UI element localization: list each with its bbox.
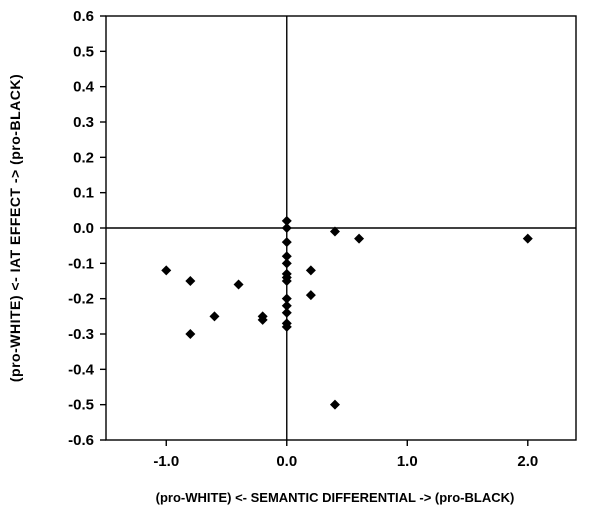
data-point xyxy=(329,226,340,237)
y-tick-label: -0.1 xyxy=(68,255,94,272)
data-point xyxy=(281,223,292,233)
y-tick-label: 0.5 xyxy=(73,43,94,60)
y-tick-label: 0.6 xyxy=(73,8,94,25)
data-point xyxy=(209,311,220,322)
data-point xyxy=(281,258,292,269)
y-tick-label: -0.4 xyxy=(68,361,95,378)
data-point xyxy=(233,279,244,290)
x-axis-title: (pro-WHITE) <- SEMANTIC DIFFERENTIAL -> … xyxy=(156,490,515,505)
data-point xyxy=(257,314,268,325)
data-point xyxy=(185,276,196,286)
data-point xyxy=(281,251,292,262)
y-tick-label: -0.3 xyxy=(68,326,94,343)
y-tick-label: 0.3 xyxy=(73,114,94,131)
data-point xyxy=(185,329,196,339)
data-points xyxy=(161,215,533,410)
y-tick-label: -0.6 xyxy=(68,432,94,449)
y-tick-label: 0.2 xyxy=(73,149,94,166)
x-tick-label: 1.0 xyxy=(397,453,418,470)
data-point xyxy=(281,293,292,304)
data-point xyxy=(281,307,292,318)
plot-frame xyxy=(105,15,577,441)
data-point xyxy=(281,321,292,332)
data-point xyxy=(305,290,316,301)
x-tick-label: 0.0 xyxy=(276,453,297,470)
data-point xyxy=(329,399,340,410)
y-tick-label: 0.0 xyxy=(73,220,94,237)
data-point xyxy=(305,265,316,276)
data-point xyxy=(161,265,172,276)
y-axis-ticks: 0.6 0.5 0.4 0.3 0.2 0.1 0.0 -0.1 -0.2 -0.3 -0.4 -0.… xyxy=(68,8,106,449)
y-tick-label: -0.5 xyxy=(68,397,94,414)
data-point xyxy=(281,237,292,248)
y-tick-label: -0.2 xyxy=(68,291,94,308)
y-axis-title: (pro-WHITE) <- IAT EFFECT -> (pro-BLACK) xyxy=(7,74,23,382)
x-tick-label: 2.0 xyxy=(517,453,538,470)
x-tick-label: -1.0 xyxy=(153,453,179,470)
data-point xyxy=(281,276,292,286)
y-tick-label: 0.4 xyxy=(73,79,95,96)
data-point xyxy=(354,233,365,244)
reference-lines xyxy=(106,16,576,440)
data-point xyxy=(281,215,292,226)
data-point xyxy=(522,233,533,244)
x-axis-ticks: -1.0 0.0 1.0 2.0 xyxy=(153,440,538,470)
y-tick-label: 0.1 xyxy=(73,185,94,202)
data-point xyxy=(281,300,292,311)
